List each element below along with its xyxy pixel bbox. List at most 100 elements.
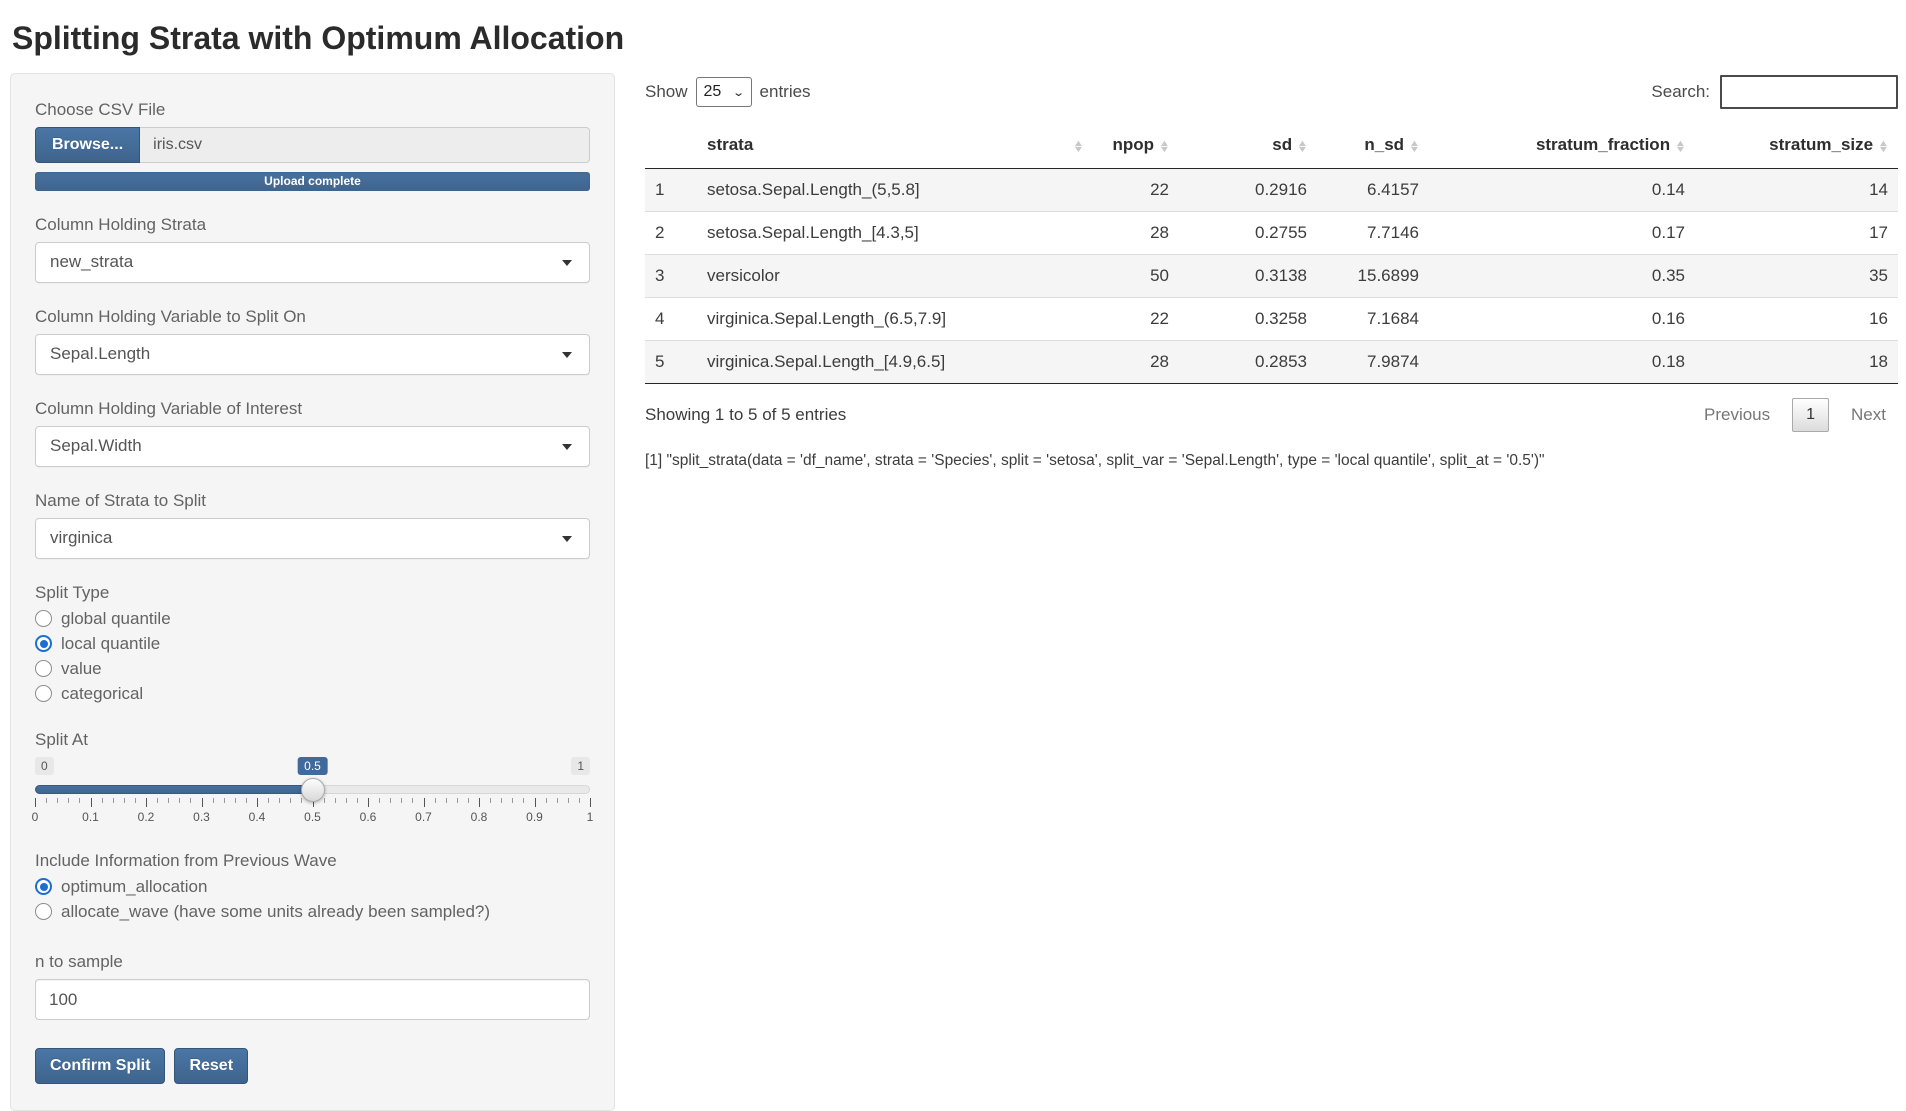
slider-tick (578, 798, 580, 803)
slider-tick (556, 798, 558, 803)
column-header-label: sd (1272, 135, 1293, 154)
column-header-npop[interactable]: npop ▲ ▼ (1091, 123, 1179, 169)
n-to-sample-input[interactable] (35, 979, 590, 1020)
table-row[interactable]: 4 virginica.Sepal.Length_(6.5,7.9] 22 0.325… (645, 297, 1898, 341)
sort-icon[interactable]: ▲ ▼ (1296, 137, 1309, 154)
strata-to-split-select[interactable]: virginica (35, 518, 590, 559)
row-number-cell: 5 (645, 340, 697, 384)
slider-tick (479, 798, 480, 807)
file-name-display: iris.csv (140, 127, 590, 163)
results-table: strata ▲ ▼ npop ▲ ▼ sd ▲ ▼ n_sd ▲ ▼ stratum_fraction… (645, 123, 1898, 384)
radio-categorical[interactable]: categorical (35, 681, 590, 706)
n-to-sample-group: n to sample (35, 952, 590, 1020)
radio-icon (35, 685, 52, 702)
column-header-rownum (645, 123, 697, 169)
cell-strata: versicolor (697, 254, 1091, 298)
row-number-cell: 4 (645, 297, 697, 341)
page-length-select[interactable]: 25 ⌄ (695, 77, 752, 107)
sort-icon[interactable]: ▲ ▼ (1674, 137, 1687, 154)
slider-tick (456, 798, 458, 803)
table-row[interactable]: 2 setosa.Sepal.Length_[4.3,5] 28 0.2755 7.71… (645, 211, 1898, 255)
cell-stratum_fraction: 0.18 (1429, 340, 1695, 384)
slider-tick (201, 798, 203, 807)
slider-tick (57, 798, 59, 803)
slider-handle[interactable] (300, 778, 325, 802)
cell-sd: 0.2853 (1179, 340, 1317, 384)
radio-label: allocate_wave (have some units already b… (61, 901, 491, 921)
cell-n_sd: 6.4157 (1367, 180, 1419, 199)
row-number-cell: 3 (645, 254, 697, 298)
slider-tick (90, 798, 92, 807)
slider-tick (445, 798, 447, 803)
sort-icon[interactable]: ▲ ▼ (1072, 137, 1085, 154)
reset-button[interactable]: Reset (174, 1048, 249, 1084)
slider-tick (501, 798, 503, 803)
strata-to-split-group: Name of Strata to Split virginica (35, 491, 590, 559)
cell-npop: 22 (1091, 297, 1179, 341)
slider-tick (545, 798, 547, 803)
split-at-group: Split At 0 1 0.5 0 0.1 0.2 0.3 0.4 0.5 0.6 0.7 0… (32, 730, 594, 827)
slider-tick (590, 798, 591, 807)
slider-fill (35, 785, 313, 794)
entries-label: entries (759, 82, 811, 101)
cell-sd: 0.3138 (1179, 254, 1317, 298)
radio-icon (35, 635, 52, 652)
column-header-stratum_fraction[interactable]: stratum_fraction ▲ ▼ (1429, 123, 1695, 169)
slider-tick (379, 798, 381, 803)
previous-wave-label: Include Information from Previous Wave (35, 851, 337, 870)
upload-progress-bar: Upload complete (35, 172, 590, 191)
confirm-split-button[interactable]: Confirm Split (35, 1048, 166, 1084)
radio-value[interactable]: value (35, 656, 590, 681)
cell-strata: setosa.Sepal.Length_(5,5.8] (707, 180, 920, 199)
radio-optimum-allocation[interactable]: optimum_allocation (35, 874, 590, 899)
slider-grid: 0 0.1 0.2 0.3 0.4 0.5 0.6 0.7 0.8 0.9 1 (32, 798, 593, 824)
slider-tick (534, 798, 536, 807)
cell-npop: 28 (1091, 340, 1179, 384)
strata-column-select[interactable]: new_strata (35, 242, 590, 283)
column-header-strata[interactable]: strata ▲ ▼ (697, 123, 1091, 169)
slider-tick (490, 798, 492, 803)
page-length-control: Show 25 ⌄ entries (645, 77, 811, 107)
strata-column-value: new_strata (50, 252, 134, 271)
browse-button[interactable]: Browse... (35, 127, 141, 163)
radio-allocate-wave[interactable]: allocate_wave (have some units already b… (35, 899, 590, 924)
chevron-down-icon (562, 260, 572, 266)
pagination: Previous 1 Next (1692, 398, 1898, 432)
previous-page-button[interactable]: Previous (1703, 405, 1771, 424)
radio-label: value (61, 658, 102, 678)
radio-global-quantile[interactable]: global quantile (35, 606, 590, 631)
sort-icon[interactable]: ▲ ▼ (1408, 137, 1421, 154)
cell-stratum_fraction: 0.35 (1429, 254, 1695, 298)
slider-max-badge: 1 (571, 757, 590, 776)
cell-sd: 0.2755 (1179, 211, 1317, 255)
split-variable-group: Column Holding Variable to Split On Sepa… (35, 307, 590, 375)
column-header-sd[interactable]: sd ▲ ▼ (1179, 123, 1317, 169)
slider-grid-label: 0.6 (359, 810, 377, 824)
slider-tick (290, 798, 292, 803)
interest-variable-select[interactable]: Sepal.Width (35, 426, 590, 467)
split-variable-label: Column Holding Variable to Split On (35, 307, 306, 326)
column-header-label: stratum_fraction (1535, 135, 1671, 154)
file-input-label: Choose CSV File (35, 100, 166, 119)
cell-stratum_fraction: 0.16 (1429, 297, 1695, 341)
table-row[interactable]: 5 virginica.Sepal.Length_[4.9,6.5] 28 0.285… (645, 340, 1898, 384)
column-header-stratum_size[interactable]: stratum_size ▲ ▼ (1695, 123, 1898, 169)
interest-variable-label: Column Holding Variable of Interest (35, 399, 303, 418)
next-page-button[interactable]: Next (1851, 405, 1886, 424)
column-header-n_sd[interactable]: n_sd ▲ ▼ (1317, 123, 1429, 169)
row-number-cell: 2 (645, 211, 697, 255)
slider-tick (467, 798, 469, 803)
slider-grid-label: 1 (586, 810, 594, 824)
cell-stratum_size: 14 (1869, 180, 1888, 199)
split-variable-select[interactable]: Sepal.Length (35, 334, 590, 375)
table-row[interactable]: 1 setosa.Sepal.Length_(5,5.8] 22 0.2916 6.41… (645, 168, 1898, 212)
sort-icon[interactable]: ▲ ▼ (1158, 137, 1171, 154)
search-input[interactable] (1720, 75, 1898, 109)
table-row[interactable]: 3 versicolor 50 0.3138 15.6899 0.35 35 (645, 254, 1898, 298)
slider-tick (79, 798, 81, 803)
search-control: Search: (1651, 75, 1898, 109)
row-number-cell: 1 (655, 180, 665, 199)
radio-local-quantile[interactable]: local quantile (35, 631, 590, 656)
page-number-button[interactable]: 1 (1792, 398, 1830, 432)
sort-icon[interactable]: ▲ ▼ (1877, 137, 1890, 154)
